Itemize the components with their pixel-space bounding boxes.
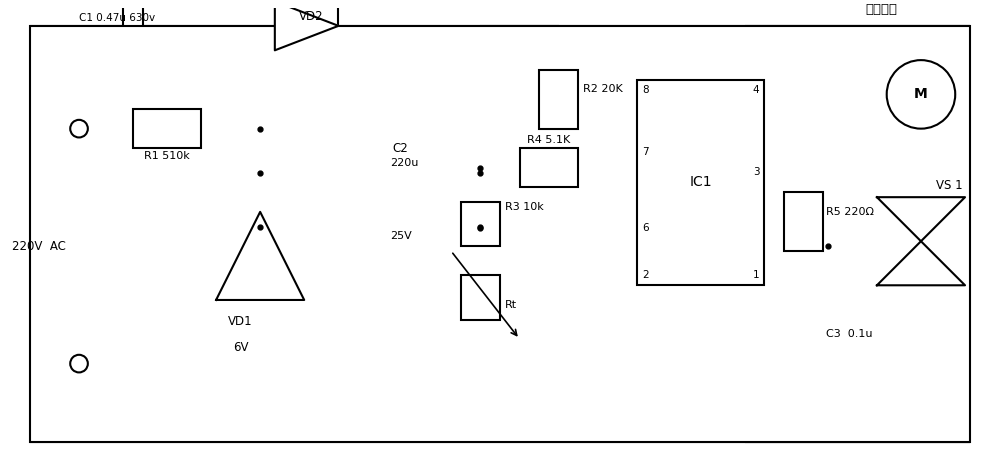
Text: R4 5.1K: R4 5.1K — [527, 135, 571, 145]
Text: R5 220Ω: R5 220Ω — [826, 207, 874, 217]
Text: VD1: VD1 — [228, 315, 253, 327]
Text: 8: 8 — [642, 85, 649, 95]
Text: M: M — [914, 87, 928, 101]
Text: R3 10k: R3 10k — [505, 202, 544, 212]
Polygon shape — [877, 241, 965, 285]
Text: C2: C2 — [392, 142, 408, 155]
Text: 2: 2 — [642, 270, 649, 280]
Text: 7: 7 — [642, 147, 649, 157]
Text: 1: 1 — [753, 270, 759, 280]
Bar — [539, 70, 578, 129]
Bar — [520, 148, 578, 187]
Text: 6V: 6V — [233, 341, 248, 354]
Polygon shape — [877, 197, 965, 241]
Bar — [784, 192, 823, 251]
Polygon shape — [275, 1, 338, 50]
Text: 6: 6 — [642, 223, 649, 233]
Bar — [133, 109, 201, 148]
Bar — [461, 202, 500, 246]
Bar — [637, 80, 764, 285]
Text: 4: 4 — [753, 85, 759, 95]
Text: C1 0.47u 630v: C1 0.47u 630v — [79, 13, 155, 23]
Text: VS 1: VS 1 — [936, 179, 962, 192]
Text: IC1: IC1 — [689, 175, 712, 190]
Text: R1 510k: R1 510k — [144, 151, 190, 161]
Bar — [461, 276, 500, 320]
Text: 220V  AC: 220V AC — [12, 240, 66, 253]
Text: 3: 3 — [753, 167, 759, 177]
Text: R2 20K: R2 20K — [583, 84, 623, 94]
Text: 220u: 220u — [390, 158, 419, 168]
Text: C3  0.1u: C3 0.1u — [826, 329, 873, 339]
Text: Rt: Rt — [505, 300, 517, 310]
Polygon shape — [216, 212, 304, 300]
Text: 风扇电机: 风扇电机 — [866, 3, 898, 16]
Text: VD2: VD2 — [299, 10, 324, 23]
Text: 25V: 25V — [390, 231, 412, 241]
